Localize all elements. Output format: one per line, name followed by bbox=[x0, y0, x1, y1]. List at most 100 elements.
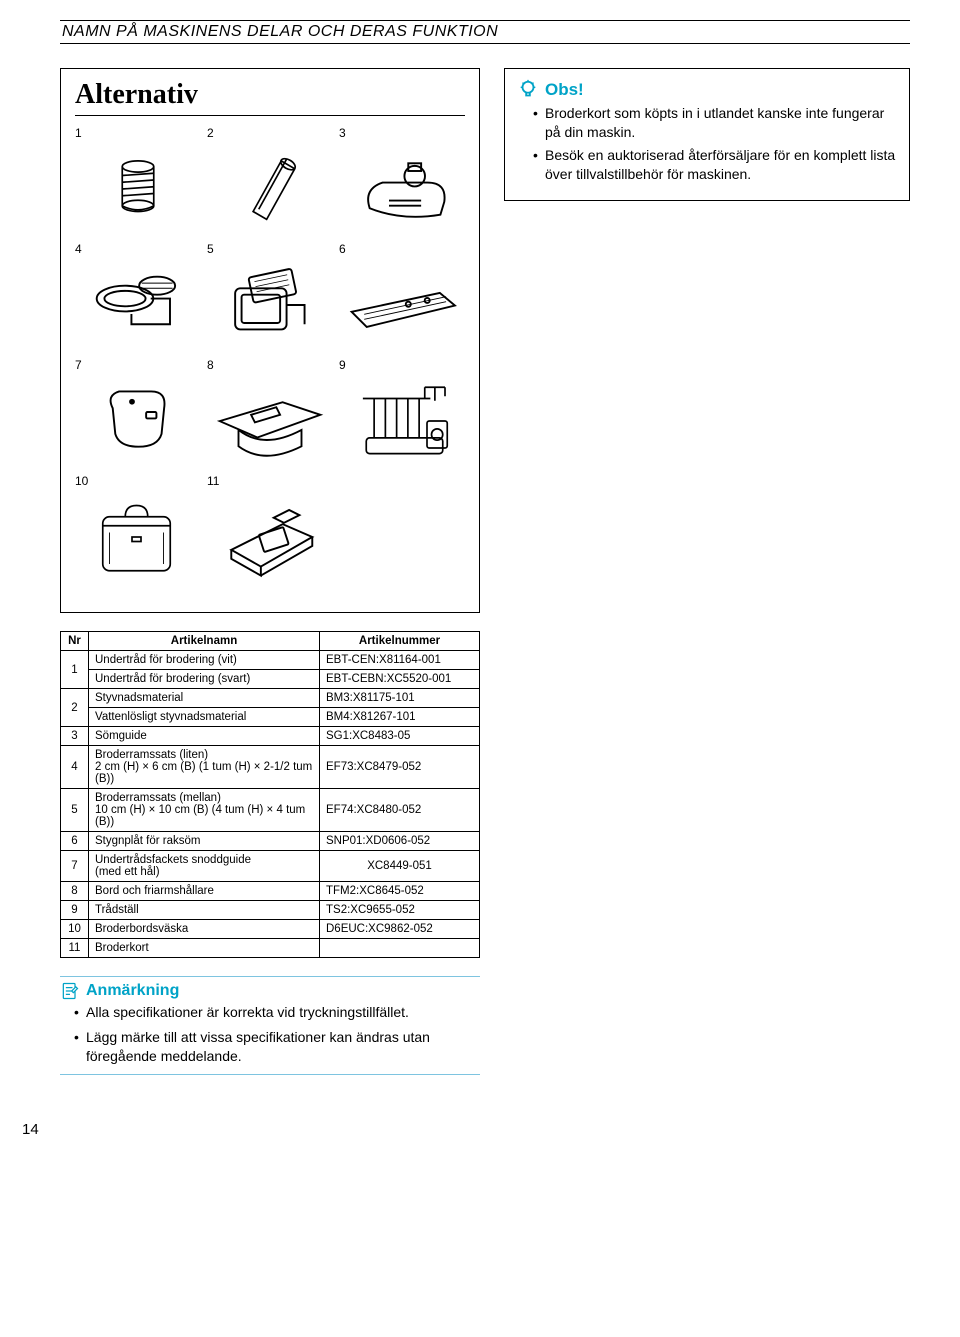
table-row: 3SömguideSG1:XC8483-05 bbox=[61, 727, 480, 746]
cell-nr: 6 bbox=[61, 832, 89, 851]
cell-nr: 2 bbox=[61, 689, 89, 727]
cell-partnum: D6EUC:XC9862-052 bbox=[320, 920, 480, 939]
item-illustration bbox=[339, 376, 465, 466]
cell-name: Undertråd för brodering (svart) bbox=[89, 670, 320, 689]
item-number: 9 bbox=[339, 358, 465, 372]
col-num: Artikelnummer bbox=[320, 632, 480, 651]
cell-name: Vattenlösligt styvnadsmaterial bbox=[89, 708, 320, 727]
cell-partnum: BM3:X81175-101 bbox=[320, 689, 480, 708]
obs-bullet: Broderkort som köpts in i utlandet kansk… bbox=[545, 104, 897, 142]
lightbulb-icon bbox=[517, 79, 539, 101]
cell-partnum: TS2:XC9655-052 bbox=[320, 901, 480, 920]
memo-icon bbox=[60, 981, 80, 1001]
table-row: 10BroderbordsväskaD6EUC:XC9862-052 bbox=[61, 920, 480, 939]
item-11: 11 bbox=[207, 474, 333, 584]
cell-name: Broderramssats (liten) 2 cm (H) × 6 cm (… bbox=[89, 746, 320, 789]
table-row: 6Stygnplåt för raksömSNP01:XD0606-052 bbox=[61, 832, 480, 851]
item-number: 8 bbox=[207, 358, 333, 372]
item-illustration bbox=[207, 376, 333, 466]
remark-title: Anmärkning bbox=[86, 982, 179, 1000]
cell-nr: 3 bbox=[61, 727, 89, 746]
item-illustration bbox=[207, 260, 333, 350]
obs-note: Obs! Broderkort som köpts in i utlandet … bbox=[504, 68, 910, 201]
cell-partnum bbox=[320, 939, 480, 958]
item-number: 7 bbox=[75, 358, 201, 372]
cell-name: Undertråd för brodering (vit) bbox=[89, 651, 320, 670]
item-illustration bbox=[339, 144, 465, 234]
item-3: 3 bbox=[339, 126, 465, 236]
cell-partnum: TFM2:XC8645-052 bbox=[320, 882, 480, 901]
cell-name: Sömguide bbox=[89, 727, 320, 746]
item-4: 4 bbox=[75, 242, 201, 352]
item-1: 1 bbox=[75, 126, 201, 236]
remark-bullet: Alla specifikationer är korrekta vid try… bbox=[86, 1003, 480, 1022]
item-number: 10 bbox=[75, 474, 201, 488]
col-name: Artikelnamn bbox=[89, 632, 320, 651]
remark-note: Anmärkning Alla specifikationer är korre… bbox=[60, 976, 480, 1075]
cell-partnum: BM4:X81267-101 bbox=[320, 708, 480, 727]
item-illustration bbox=[339, 260, 465, 350]
cell-name: Bord och friarmshållare bbox=[89, 882, 320, 901]
item-illustration bbox=[75, 260, 201, 350]
item-number: 3 bbox=[339, 126, 465, 140]
parts-table: Nr Artikelnamn Artikelnummer 1Undertråd … bbox=[60, 631, 480, 958]
item-illustration bbox=[75, 492, 201, 582]
cell-nr: 9 bbox=[61, 901, 89, 920]
table-row: 11Broderkort bbox=[61, 939, 480, 958]
table-row: 7Undertrådsfackets snoddguide (med ett h… bbox=[61, 851, 480, 882]
item-illustration bbox=[207, 492, 333, 582]
table-row: Undertråd för brodering (svart)EBT-CEBN:… bbox=[61, 670, 480, 689]
item-number: 2 bbox=[207, 126, 333, 140]
table-row: 1Undertråd för brodering (vit)EBT-CEN:X8… bbox=[61, 651, 480, 670]
item-7: 7 bbox=[75, 358, 201, 468]
cell-name: Stygnplåt för raksöm bbox=[89, 832, 320, 851]
cell-partnum: EBT-CEN:X81164-001 bbox=[320, 651, 480, 670]
cell-name: Undertrådsfackets snoddguide (med ett hå… bbox=[89, 851, 320, 882]
item-2: 2 bbox=[207, 126, 333, 236]
cell-nr: 8 bbox=[61, 882, 89, 901]
item-illustration bbox=[207, 144, 333, 234]
item-9: 9 bbox=[339, 358, 465, 468]
cell-partnum: EF74:XC8480-052 bbox=[320, 789, 480, 832]
page-number: 14 bbox=[22, 1121, 910, 1138]
item-8: 8 bbox=[207, 358, 333, 468]
cell-partnum: XC8449-051 bbox=[320, 851, 480, 882]
page-header: NAMN PÅ MASKINENS DELAR OCH DERAS FUNKTI… bbox=[60, 23, 910, 41]
cell-nr: 7 bbox=[61, 851, 89, 882]
table-row: 2StyvnadsmaterialBM3:X81175-101 bbox=[61, 689, 480, 708]
item-10: 10 bbox=[75, 474, 201, 584]
item-number: 5 bbox=[207, 242, 333, 256]
item-number: 4 bbox=[75, 242, 201, 256]
table-row: 9TrådställTS2:XC9655-052 bbox=[61, 901, 480, 920]
cell-nr: 5 bbox=[61, 789, 89, 832]
cell-partnum: EF73:XC8479-052 bbox=[320, 746, 480, 789]
item-5: 5 bbox=[207, 242, 333, 352]
item-number: 6 bbox=[339, 242, 465, 256]
item-6: 6 bbox=[339, 242, 465, 352]
cell-nr: 11 bbox=[61, 939, 89, 958]
cell-name: Trådställ bbox=[89, 901, 320, 920]
obs-title: Obs! bbox=[545, 79, 584, 102]
cell-name: Broderkort bbox=[89, 939, 320, 958]
table-row: 4Broderramssats (liten) 2 cm (H) × 6 cm … bbox=[61, 746, 480, 789]
alternativ-title: Alternativ bbox=[75, 79, 465, 111]
cell-name: Styvnadsmaterial bbox=[89, 689, 320, 708]
cell-name: Broderbordsväska bbox=[89, 920, 320, 939]
remark-bullet: Lägg märke till att vissa specifikatione… bbox=[86, 1028, 480, 1066]
table-row: 8Bord och friarmshållareTFM2:XC8645-052 bbox=[61, 882, 480, 901]
item-number: 11 bbox=[207, 474, 333, 488]
item-number: 1 bbox=[75, 126, 201, 140]
cell-partnum: SNP01:XD0606-052 bbox=[320, 832, 480, 851]
obs-bullet: Besök en auktoriserad återförsäljare för… bbox=[545, 146, 897, 184]
cell-partnum: SG1:XC8483-05 bbox=[320, 727, 480, 746]
cell-name: Broderramssats (mellan) 10 cm (H) × 10 c… bbox=[89, 789, 320, 832]
cell-nr: 4 bbox=[61, 746, 89, 789]
table-row: Vattenlösligt styvnadsmaterialBM4:X81267… bbox=[61, 708, 480, 727]
item-illustration bbox=[75, 144, 201, 234]
item-illustration bbox=[75, 376, 201, 466]
table-row: 5Broderramssats (mellan) 10 cm (H) × 10 … bbox=[61, 789, 480, 832]
cell-partnum: EBT-CEBN:XC5520-001 bbox=[320, 670, 480, 689]
col-nr: Nr bbox=[61, 632, 89, 651]
cell-nr: 1 bbox=[61, 651, 89, 689]
alternativ-panel: Alternativ 123 456 789 10 11 bbox=[60, 68, 480, 613]
